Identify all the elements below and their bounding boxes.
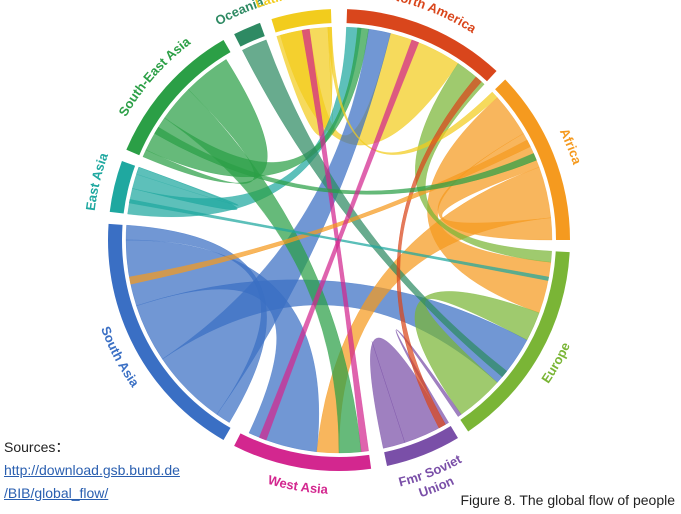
- ribbon-africa-to-south-asia: [128, 139, 531, 285]
- arc-latin-america: [271, 9, 332, 33]
- ribbon-fmr-soviet-union-to-fmr-soviet-union: [370, 337, 446, 449]
- arc-east-asia: [109, 160, 136, 214]
- ribbon-south-east-asia-to-africa: [154, 126, 537, 195]
- label-africa: Africa: [557, 126, 585, 167]
- arc-fmr-soviet-union: [384, 426, 458, 466]
- label-west-asia: West Asia: [266, 472, 329, 497]
- ribbon-oceania-to-europe: [241, 39, 508, 378]
- region-arcs: [107, 9, 570, 471]
- ribbon-east-asia-to-east-asia: [132, 166, 239, 210]
- arc-south-asia: [107, 223, 231, 441]
- flow-ribbons: [125, 26, 553, 454]
- arc-africa: [495, 79, 570, 240]
- arc-oceania: [234, 22, 265, 47]
- sources-block: Sources： http://download.gsb.bund.de /BI…: [4, 436, 180, 505]
- arc-west-asia: [234, 433, 372, 471]
- source-link-line1[interactable]: http://download.gsb.bund.de: [4, 462, 180, 478]
- ribbon-north-america-to-fmr-soviet-union: [396, 76, 482, 429]
- arc-south-east-asia: [126, 39, 231, 156]
- figure-caption: Figure 8. The global flow of people: [460, 492, 675, 508]
- label-east-asia: East Asia: [83, 150, 112, 212]
- sources-label: Sources：: [4, 439, 70, 455]
- arc-north-america: [346, 9, 497, 82]
- source-link-line2[interactable]: /BIB/global_flow/: [4, 485, 109, 501]
- ribbon-south-asia-to-south-asia: [125, 224, 267, 423]
- ribbon-latin-america-to-africa: [327, 26, 498, 155]
- ribbon-west-asia-to-north-america: [258, 39, 420, 441]
- arc-europe: [460, 251, 570, 432]
